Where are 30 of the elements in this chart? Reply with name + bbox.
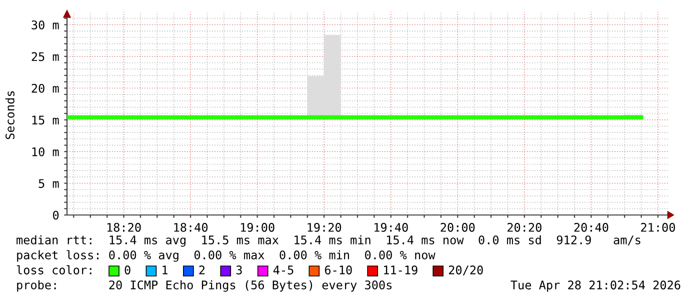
y-tick-label: 5 m	[38, 179, 59, 188]
y-tick-label: 20 m	[32, 84, 59, 93]
legend-label: 11-19	[384, 266, 418, 274]
y-tick-label: 15 m	[32, 116, 59, 125]
text: Tue Apr 28 21:02:54 2026	[510, 280, 680, 292]
text: probe: 20 ICMP Echo Pings (56 Bytes) every 300s	[17, 280, 392, 292]
x-tick-label: 20:00	[440, 222, 475, 232]
x-tick-label: 18:40	[174, 222, 208, 232]
x-tick-label: 19:40	[374, 222, 408, 232]
y-tick-label: 25 m	[32, 52, 59, 62]
x-tick-label: 21:00	[641, 222, 675, 232]
y-tick-label: 10 m	[32, 147, 59, 156]
x-tick-label: 20:40	[574, 222, 608, 232]
text: packet loss: 0.00 % avg 0.00 % max 0.00 % min 0.00 % now	[17, 250, 436, 262]
y-tick-label: 0	[53, 210, 59, 220]
legend-label: 1	[162, 266, 168, 274]
legend-title: loss color:	[16, 265, 92, 274]
legend-label: 4-5	[273, 266, 294, 274]
x-tick-label: 19:00	[240, 222, 274, 232]
y-axis-title: Seconds	[5, 91, 14, 140]
legend-label: 0	[124, 266, 130, 274]
legend-label: 2	[199, 266, 205, 274]
text: median rtt: 15.4 ms avg 15.5 ms max 15.4 ms min 15.4 ms now 0.0 ms sd 912.9 am/s	[16, 235, 640, 247]
x-tick-label: 18:20	[107, 222, 141, 232]
legend-label: 6-10	[324, 266, 352, 274]
legend-label: 20/20	[448, 266, 483, 276]
x-tick-label: 20:20	[508, 222, 542, 232]
y-tick-label: 30 m	[32, 20, 59, 30]
x-tick-label: 19:20	[308, 222, 342, 232]
legend-label: 3	[236, 266, 242, 274]
